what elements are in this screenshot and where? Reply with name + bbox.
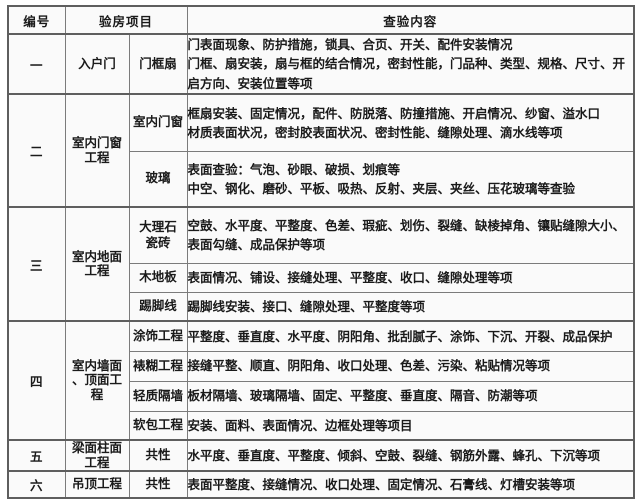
inspection-content-line: 踢脚线安装、接口、缝隙处理、平整度等项 xyxy=(187,298,426,314)
inspection-content-line: 平整度、垂直度、水平度、阴阳角、批刮腻子、涂饰、下沉、开裂、成品保护 xyxy=(187,328,613,344)
table-row: 玻璃 表面查验：气泡、砂眼、破损、划痕等中空、钢化、磨砂、平板、吸热、反射、夹层、… xyxy=(8,150,635,208)
header-content: 查验内容 xyxy=(186,5,635,35)
inspection-content-line: 表面情况、铺设、接缝处理、平整度、收口、缝隙处理等项 xyxy=(187,269,513,285)
inspection-content-line: 空鼓、水平度、平整度、色差、瑕疵、划伤、裂缝、缺棱掉角、镶贴缝隙大小、表面勾缝、… xyxy=(187,218,626,253)
inspection-content-line: 门表面现象、防护措施，锁具、合页、开关、配件安装情况 xyxy=(187,37,513,52)
row-number-3: 三 xyxy=(7,206,66,322)
project-name-3: 室内地面 工程 xyxy=(64,206,130,322)
sub-item-label: 涂饰工程 xyxy=(128,320,188,352)
sub-item-label: 共性 xyxy=(128,439,188,472)
inspection-content-line: 材质表面状况，密封胶表面状况、密封性能、缝隙处理、滴水线等项 xyxy=(187,124,563,140)
sub-item-label: 玻璃 xyxy=(128,150,188,208)
sub-item-label: 室内门窗 xyxy=(128,93,188,152)
table-row: 裱糊工程 接缝平整、顺直、阴阳角、收口处理、色差、污染、粘贴情况等项 xyxy=(8,350,635,382)
inspection-content-line: 板材隔墙、玻璃隔墙、固定、平整度、垂直度、隔音、防潮等项 xyxy=(187,388,538,404)
inspection-content: 表面平整度、接缝情况、收口处理、固定情况、石膏线、灯槽安装等项 xyxy=(186,469,635,499)
inspection-content-line: 安装、面料、表面情况、边框处理等项目 xyxy=(187,417,413,433)
table-row: 五梁面柱面 工程 共性 水平度、垂直度、平整度、倾斜、空鼓、裂缝、钢筋外露、蜂孔、下沉… xyxy=(7,439,635,472)
sub-item-label: 踢脚线 xyxy=(128,291,188,322)
sub-item-label: 大理石 瓷砖 xyxy=(128,206,188,264)
sub-item-label-line: 大理石 xyxy=(139,218,177,234)
inspection-content-line: 中空、钢化、磨砂、平板、吸热、反射、夹层、夹丝、压花玻璃等查验 xyxy=(187,180,576,196)
sub-item-label: 软包工程 xyxy=(128,410,188,441)
row-number-4: 四 xyxy=(7,320,66,441)
sub-item-label-line: 瓷砖 xyxy=(145,235,171,251)
header-project: 验房项目 xyxy=(64,5,188,35)
project-name-line: 室内墙面 xyxy=(71,358,122,374)
project-name-line: 、顶面工 xyxy=(71,372,122,388)
inspection-content-line: 水平度、垂直度、平整度、倾斜、空鼓、裂缝、钢筋外露、蜂孔、下沉等项 xyxy=(187,447,601,463)
inspection-content-line: 门框、扇安装，扇与框的结合情况，密封性能，门品种、类型、规格、尺寸、开启方向、安… xyxy=(187,56,626,91)
header-row: 编号 验房项目 查验内容 xyxy=(7,5,635,35)
project-name-1: 入户门 xyxy=(64,32,130,95)
project-name-6: 吊顶工程 xyxy=(64,469,130,499)
table-row: 轻质隔墙 板材隔墙、玻璃隔墙、固定、平整度、垂直度、隔音、防潮等项 xyxy=(8,380,635,412)
project-name-line: 室内地面 xyxy=(71,248,122,264)
inspection-content: 门表面现象、防护措施，锁具、合页、开关、配件安装情况门框、扇安装，扇与框的结合情… xyxy=(186,32,635,95)
table-header: 编号 验房项目 查验内容 xyxy=(7,5,635,35)
project-name-line: 室内门窗 xyxy=(71,135,122,151)
row-number-2: 二 xyxy=(7,93,66,208)
inspection-content: 踢脚线安装、接口、缝隙处理、平整度等项 xyxy=(186,291,635,322)
project-name-line: 工程 xyxy=(84,454,110,470)
inspection-content: 框扇安装、固定情况，配件、防脱落、防撞措施、开启情况、纱窗、溢水口 材质表面状况，… xyxy=(186,93,635,152)
row-number-1: 一 xyxy=(7,32,66,95)
project-name-line: 工程 xyxy=(84,149,110,165)
row-number-6: 六 xyxy=(7,469,66,499)
inspection-content: 空鼓、水平度、平整度、色差、瑕疵、划伤、裂缝、缺棱掉角、镶贴缝隙大小、表面勾缝、… xyxy=(186,206,635,264)
table-row: 二室内门窗 工程 室内门窗 框扇安装、固定情况，配件、防脱落、防撞措施、开启情况、纱窗… xyxy=(7,93,635,208)
inspection-content: 水平度、垂直度、平整度、倾斜、空鼓、裂缝、钢筋外露、蜂孔、下沉等项 xyxy=(186,439,635,472)
inspection-content-line: 接缝平整、顺直、阴阳角、收口处理、色差、污染、粘贴情况等项 xyxy=(187,358,551,374)
inspection-content: 安装、面料、表面情况、边框处理等项目 xyxy=(186,410,635,441)
sub-item-label: 轻质隔墙 xyxy=(128,380,188,412)
inspection-content-line: 表面查验：气泡、砂眼、破损、划痕等 xyxy=(187,161,401,177)
project-name-5: 梁面柱面 工程 xyxy=(64,439,130,472)
table-row: 四室内墙面 、顶面工程涂饰工程 平整度、垂直度、水平度、阴阳角、批刮腻子、涂饰、下沉… xyxy=(7,320,635,441)
inspection-content-line: 框扇安装、固定情况，配件、防脱落、防撞措施、开启情况、纱窗、溢水口 xyxy=(187,105,601,121)
inspection-table: 编号 验房项目 查验内容 一入户门 门框扇 门表面现象、防护措施，锁具、合页、开关、… xyxy=(7,5,636,499)
project-name-line: 梁面柱面 xyxy=(71,440,122,456)
project-name-line: 程 xyxy=(90,386,104,402)
inspection-content: 接缝平整、顺直、阴阳角、收口处理、色差、污染、粘贴情况等项 xyxy=(186,350,635,382)
sub-item-label: 共性 xyxy=(128,469,188,499)
table-row: 一入户门 门框扇 门表面现象、防护措施，锁具、合页、开关、配件安装情况门框、扇安装，… xyxy=(7,32,635,95)
table-row: 木地板 表面情况、铺设、接缝处理、平整度、收口、缝隙处理等项 xyxy=(8,262,635,293)
inspection-content: 板材隔墙、玻璃隔墙、固定、平整度、垂直度、隔音、防潮等项 xyxy=(186,380,635,412)
project-name-line: 工程 xyxy=(84,263,110,279)
table-row: 三室内地面 工程 大理石 瓷砖 空鼓、水平度、平整度、色差、瑕疵、划伤、裂缝、缺棱掉角、… xyxy=(7,206,635,322)
sub-item-label: 裱糊工程 xyxy=(128,350,188,382)
sub-item-label: 门框扇 xyxy=(128,32,188,95)
header-no: 编号 xyxy=(7,5,66,35)
inspection-content: 表面查验：气泡、砂眼、破损、划痕等中空、钢化、磨砂、平板、吸热、反射、夹层、夹丝… xyxy=(186,150,635,208)
row-number-5: 五 xyxy=(7,439,66,472)
project-name-4: 室内墙面 、顶面工程 xyxy=(64,320,130,441)
project-name-2: 室内门窗 工程 xyxy=(64,93,130,208)
inspection-content-line: 表面平整度、接缝情况、收口处理、固定情况、石膏线、灯槽安装等项 xyxy=(187,476,576,492)
sub-item-label: 木地板 xyxy=(128,262,188,293)
table-body: 一入户门 门框扇 门表面现象、防护措施，锁具、合页、开关、配件安装情况门框、扇安装，… xyxy=(7,32,635,499)
inspection-content: 平整度、垂直度、水平度、阴阳角、批刮腻子、涂饰、下沉、开裂、成品保护 xyxy=(186,320,635,352)
table-row: 六吊顶工程 共性 表面平整度、接缝情况、收口处理、固定情况、石膏线、灯槽安装等项 xyxy=(7,469,635,499)
inspection-content: 表面情况、铺设、接缝处理、平整度、收口、缝隙处理等项 xyxy=(186,262,635,293)
